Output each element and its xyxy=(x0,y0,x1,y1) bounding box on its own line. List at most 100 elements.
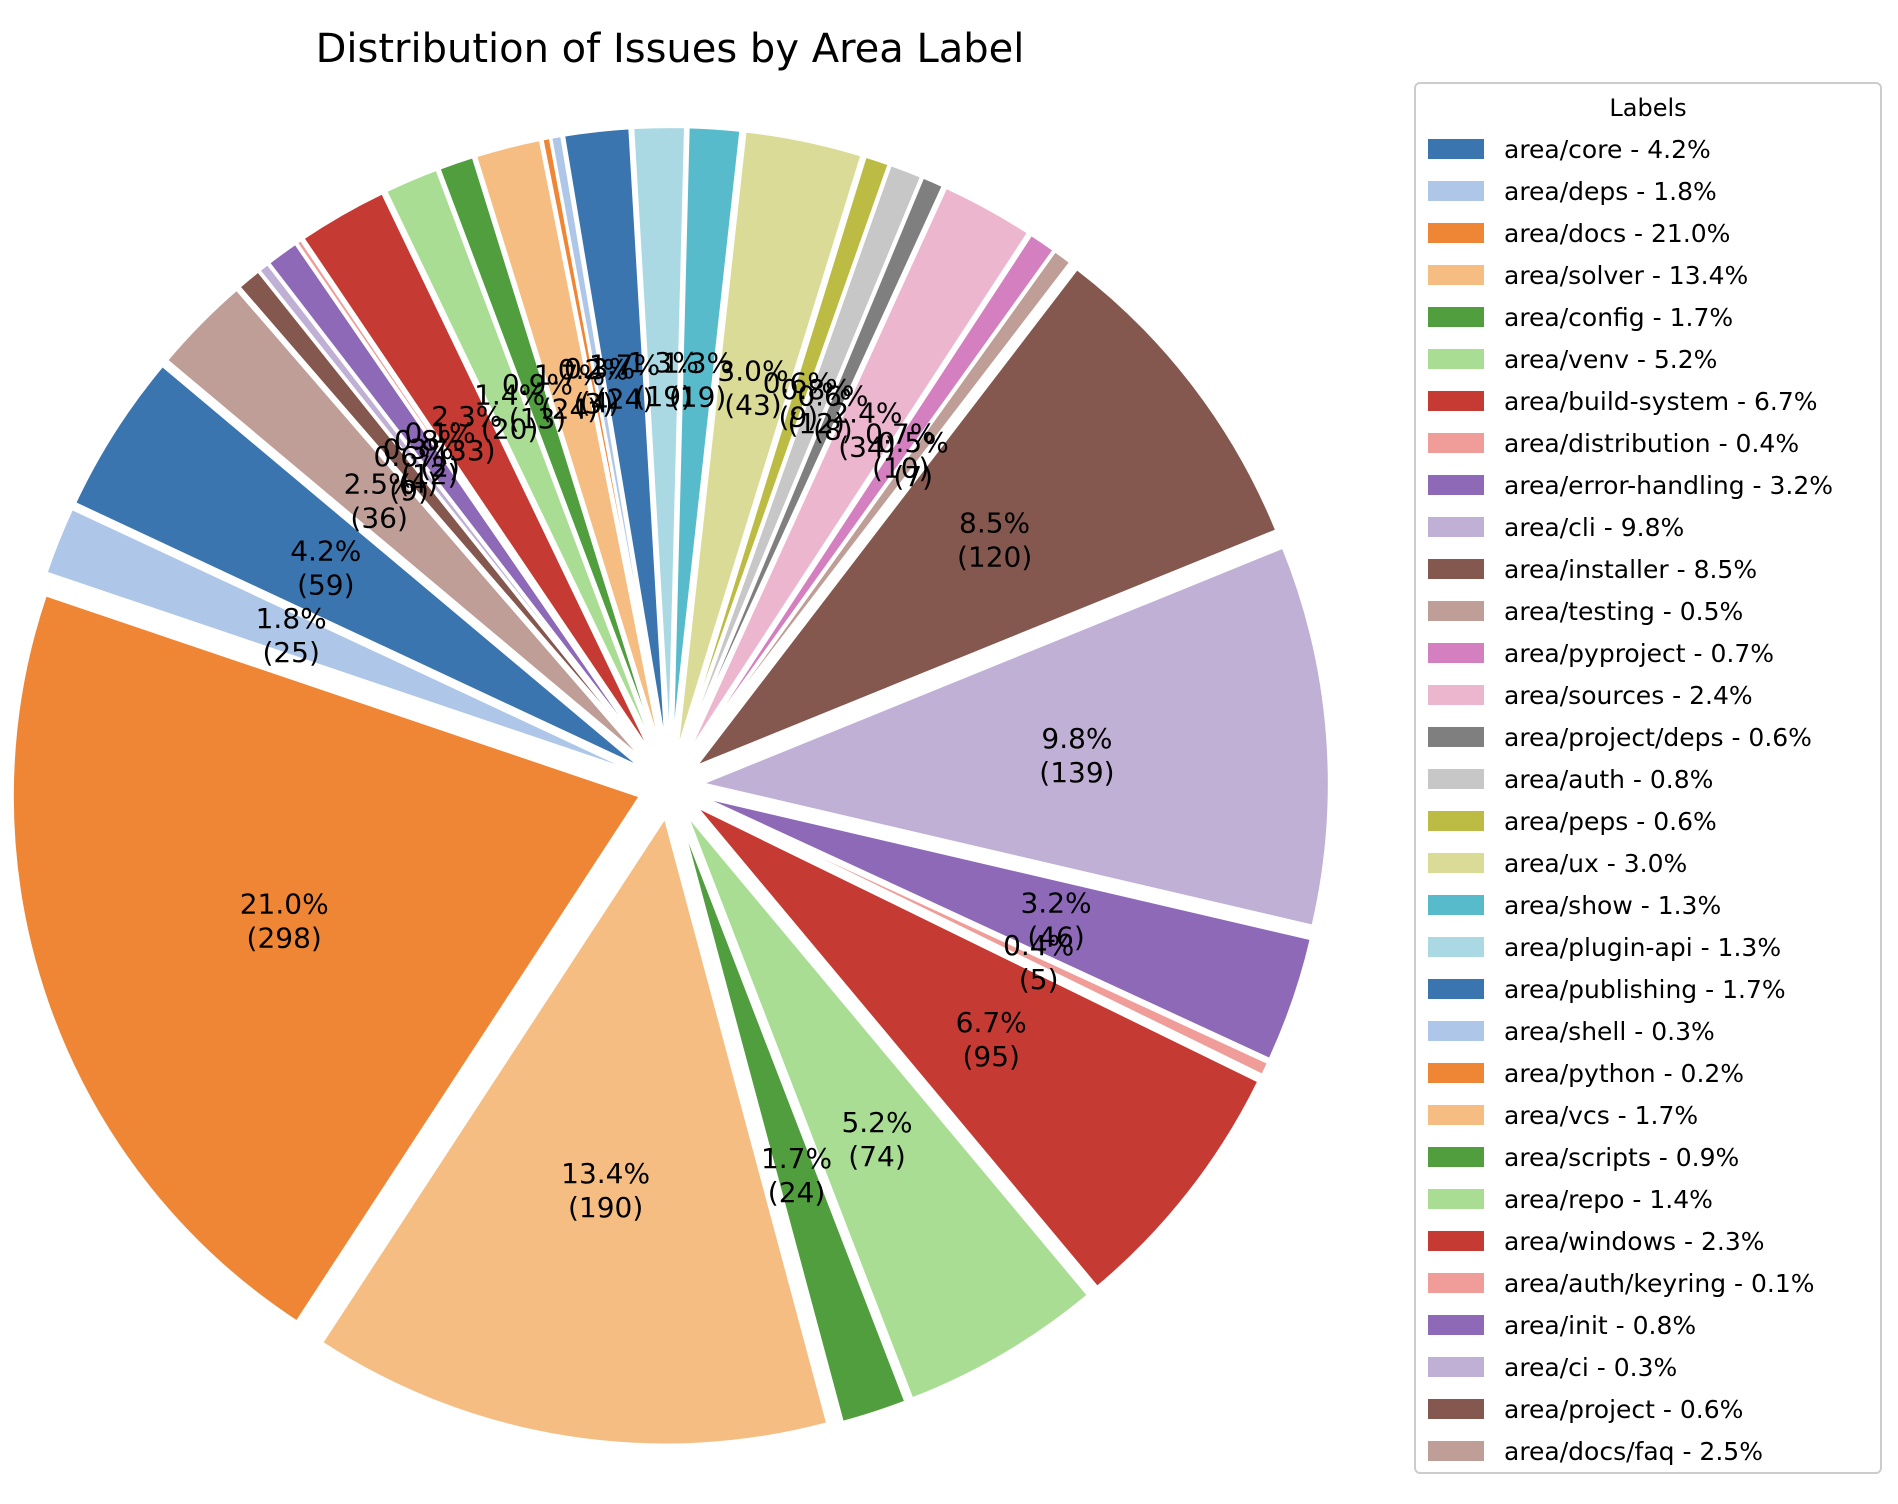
legend-label: area/project/deps - 0.6% xyxy=(1504,722,1812,752)
legend-swatch xyxy=(1428,349,1484,369)
pie-slice xyxy=(674,129,864,756)
slice-percent: 4.2% xyxy=(290,535,361,568)
pie-slice xyxy=(72,363,645,771)
legend-item: area/deps - 1.8% xyxy=(1416,170,1880,212)
legend-item: area/config - 1.7% xyxy=(1416,296,1880,338)
pie-slice xyxy=(670,125,743,755)
slice-label: 1.7% (24) xyxy=(589,348,660,415)
legend-label: area/show - 1.3% xyxy=(1504,890,1722,920)
pie-slice xyxy=(236,268,652,763)
pie-slice xyxy=(684,812,1091,1401)
legend-item: area/docs - 21.0% xyxy=(1416,212,1880,254)
legend-swatch xyxy=(1428,1399,1484,1419)
slice-label: 0.4% (5) xyxy=(1003,929,1074,996)
slice-count: (12) xyxy=(401,458,458,491)
pie-slice xyxy=(473,137,664,757)
slice-label: 2.5% (36) xyxy=(344,468,415,535)
pie-slice xyxy=(44,506,642,776)
legend-item: area/core - 4.2% xyxy=(1416,128,1880,170)
legend-label: area/testing - 0.5% xyxy=(1504,596,1744,626)
legend-swatch xyxy=(1428,559,1484,579)
legend-item: area/build-system - 6.7% xyxy=(1416,380,1880,422)
legend-item: area/ci - 0.3% xyxy=(1416,1346,1880,1388)
slice-percent: 1.7% xyxy=(534,358,605,391)
legend-items: area/core - 4.2% area/deps - 1.8% area/doc… xyxy=(1416,128,1880,1472)
slice-label: 0.8% (12) xyxy=(394,424,465,491)
legend-swatch xyxy=(1428,1357,1484,1377)
slice-count: (9) xyxy=(389,474,429,507)
legend-swatch xyxy=(1428,1063,1484,1083)
slice-label: 21.0% (298) xyxy=(240,887,329,954)
slice-count: (9) xyxy=(778,400,818,433)
slice-label: 0.3% (4) xyxy=(564,352,635,419)
slice-percent: 2.3% xyxy=(431,400,502,433)
slice-percent: 1.4% xyxy=(474,379,545,412)
legend-item: area/docs/faq - 2.5% xyxy=(1416,1430,1880,1472)
legend-label: area/venv - 5.2% xyxy=(1504,344,1718,374)
slice-count: (10) xyxy=(872,451,929,484)
legend-item: area/venv - 5.2% xyxy=(1416,338,1880,380)
legend-swatch xyxy=(1428,685,1484,705)
slice-label: 1.4% (20) xyxy=(474,379,545,446)
pie-slice xyxy=(686,232,1057,761)
slice-percent: 8.5% xyxy=(959,506,1030,539)
pie-slices xyxy=(10,125,1331,1447)
slice-label: 1.8% (25) xyxy=(256,602,327,669)
slice-percent: 1.8% xyxy=(256,602,327,635)
legend-item: area/testing - 0.5% xyxy=(1416,590,1880,632)
legend-swatch xyxy=(1428,1273,1484,1293)
pie-slice xyxy=(540,135,666,756)
slice-percent: 5.2% xyxy=(841,1106,912,1139)
slice-percent: 3.2% xyxy=(1020,887,1091,920)
legend-item: area/pyproject - 0.7% xyxy=(1416,632,1880,674)
legend-swatch xyxy=(1428,643,1484,663)
slice-count: (59) xyxy=(297,569,354,602)
legend-label: area/auth - 0.8% xyxy=(1504,764,1714,794)
legend-label: area/build-system - 6.7% xyxy=(1504,386,1818,416)
legend-label: area/repo - 1.4% xyxy=(1504,1184,1713,1214)
legend-label: area/plugin-api - 1.3% xyxy=(1504,932,1782,962)
pie-slice xyxy=(699,794,1314,1062)
slice-percent: 3.0% xyxy=(717,354,788,387)
slice-percent: 0.1% xyxy=(405,417,476,450)
slice-label: 0.6% (9) xyxy=(763,366,834,433)
slice-percent: 0.6% xyxy=(797,380,868,413)
slice-label: 13.4% (190) xyxy=(561,1157,650,1224)
legend-label: area/core - 4.2% xyxy=(1504,134,1711,164)
slice-count: (139) xyxy=(1039,756,1114,789)
legend-item: area/cli - 9.8% xyxy=(1416,506,1880,548)
slice-percent: 0.3% xyxy=(564,352,635,385)
slice-label: 3.0% (43) xyxy=(717,354,788,421)
slice-label: 0.2% (3) xyxy=(558,353,629,420)
slice-count: (298) xyxy=(247,921,322,954)
slice-count: (120) xyxy=(957,540,1032,573)
legend-item: area/sources - 2.4% xyxy=(1416,674,1880,716)
slice-count: (4) xyxy=(580,386,620,419)
slice-count: (4) xyxy=(398,467,438,500)
slice-percent: 0.8% xyxy=(781,373,852,406)
pie-slice xyxy=(696,545,1331,928)
slice-count: (7) xyxy=(893,460,933,493)
legend-swatch xyxy=(1428,937,1484,957)
slice-label: 0.6% (9) xyxy=(374,440,445,507)
legend-swatch xyxy=(1428,1105,1484,1125)
legend-swatch xyxy=(1428,979,1484,999)
legend-swatch xyxy=(1428,517,1484,537)
slice-label: 1.7% (24) xyxy=(761,1142,832,1209)
slice-percent: 0.3% xyxy=(383,433,454,466)
legend-swatch xyxy=(1428,601,1484,621)
legend-label: area/docs/faq - 2.5% xyxy=(1504,1436,1763,1466)
pie-chart: 4.2% (59)1.8% (25) 21.0% (298) 13.4% (190) 1.7%… xyxy=(10,125,1331,1447)
slice-label: 4.2% (59) xyxy=(290,535,361,602)
slice-percent: 21.0% xyxy=(240,887,329,920)
legend-swatch xyxy=(1428,433,1484,453)
slice-label: 0.6% (8) xyxy=(797,380,868,447)
slice-percent: 1.7% xyxy=(761,1142,832,1175)
slice-count: (24) xyxy=(768,1176,825,1209)
slice-label: 8.5% (120) xyxy=(957,506,1032,573)
legend-swatch xyxy=(1428,1147,1484,1167)
pie-slice xyxy=(683,185,1031,760)
slice-count: (12) xyxy=(787,407,844,440)
slice-count: (46) xyxy=(1027,921,1084,954)
slice-percent: 0.5% xyxy=(878,426,949,459)
